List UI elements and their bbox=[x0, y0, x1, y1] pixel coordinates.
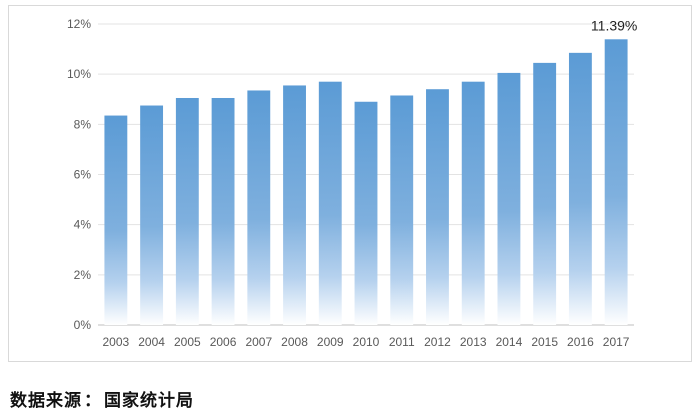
source-label: 数据来源 bbox=[10, 391, 82, 411]
bar-2004 bbox=[140, 105, 164, 325]
x-tick-label: 2006 bbox=[210, 335, 237, 349]
x-tick-label: 2008 bbox=[281, 335, 308, 349]
y-tick-label: 8% bbox=[74, 117, 92, 131]
bar-2007 bbox=[247, 90, 271, 326]
data-labels: 11.39% bbox=[591, 17, 637, 33]
x-tick-label: 2005 bbox=[174, 335, 201, 349]
x-tick-label: 2003 bbox=[103, 335, 130, 349]
x-tick-label: 2009 bbox=[317, 335, 344, 349]
x-tick-label: 2012 bbox=[424, 335, 451, 349]
x-tick-label: 2010 bbox=[353, 335, 380, 349]
x-tick-label: 2016 bbox=[567, 335, 594, 349]
bar-2010 bbox=[354, 101, 378, 325]
x-axis-ticks: 2003 2004 2005 2006 2007 2008 2009 2010 2011 2012… bbox=[103, 335, 630, 349]
bar-2014 bbox=[497, 72, 521, 325]
bar-2017 bbox=[604, 39, 628, 325]
bar-2011 bbox=[390, 95, 414, 325]
bar-chart: 0%2%4%6%8%10%12% 2003 2004 2005 2006 2007 200… bbox=[67, 17, 637, 349]
source-separator: ： bbox=[84, 391, 102, 411]
data-label: 11.39% bbox=[591, 17, 637, 33]
y-axis-ticks: 0% 2% 4% 6% 8% 10% 12% bbox=[67, 17, 91, 332]
y-tick-label: 12% bbox=[67, 17, 91, 31]
x-tick-label: 2013 bbox=[460, 335, 487, 349]
bar-2006 bbox=[211, 97, 235, 325]
source-note: 数据来源：国家统计局 bbox=[10, 386, 194, 411]
bar-2016 bbox=[568, 52, 592, 326]
y-tick-label: 2% bbox=[74, 268, 92, 282]
x-tick-label: 2017 bbox=[603, 335, 630, 349]
chart-frame bbox=[8, 5, 692, 362]
y-tick-label: 4% bbox=[74, 218, 92, 232]
x-tick-label: 2004 bbox=[138, 335, 165, 349]
bar-2009 bbox=[318, 81, 342, 325]
y-tick-label: 10% bbox=[67, 67, 91, 81]
x-tick-label: 2011 bbox=[389, 335, 415, 349]
source-value: 国家统计局 bbox=[104, 391, 194, 411]
x-tick-label: 2014 bbox=[496, 335, 523, 349]
bars bbox=[104, 39, 628, 326]
bar-2008 bbox=[283, 85, 306, 326]
y-tick-label: 6% bbox=[74, 168, 92, 182]
bar-2012 bbox=[426, 89, 449, 325]
bar-2005 bbox=[175, 97, 199, 325]
x-tick-label: 2007 bbox=[245, 335, 272, 349]
bar-2013 bbox=[461, 81, 485, 325]
y-tick-label: 0% bbox=[74, 318, 92, 332]
x-tick-label: 2015 bbox=[531, 335, 558, 349]
bar-2003 bbox=[104, 115, 128, 325]
bar-2015 bbox=[533, 62, 557, 326]
